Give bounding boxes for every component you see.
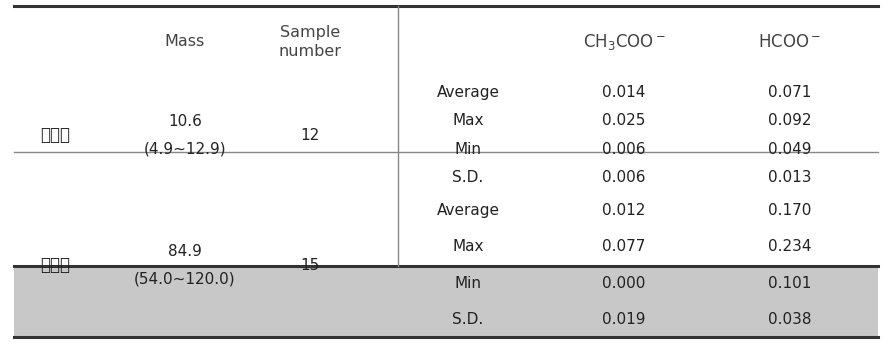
Text: Min: Min (455, 142, 482, 157)
Text: (4.9~12.9): (4.9~12.9) (144, 141, 227, 157)
Text: 저농도: 저농도 (40, 126, 70, 144)
Text: 0.092: 0.092 (768, 113, 812, 128)
Text: $\mathrm{HCOO^-}$: $\mathrm{HCOO^-}$ (758, 33, 822, 51)
Text: S.D.: S.D. (452, 170, 483, 185)
Text: 0.101: 0.101 (768, 276, 812, 291)
Text: 0.234: 0.234 (768, 239, 812, 254)
Text: (54.0~120.0): (54.0~120.0) (134, 271, 235, 287)
Text: 15: 15 (301, 258, 319, 272)
Text: 0.077: 0.077 (602, 239, 646, 254)
Text: Min: Min (455, 276, 482, 291)
Text: 고농도: 고농도 (40, 256, 70, 274)
Text: 0.049: 0.049 (768, 142, 812, 157)
Text: 0.170: 0.170 (768, 203, 812, 218)
Text: 84.9: 84.9 (168, 244, 202, 258)
Text: Average: Average (436, 85, 500, 100)
Text: 0.038: 0.038 (768, 312, 812, 327)
Text: 0.071: 0.071 (768, 85, 812, 100)
Text: Max: Max (452, 113, 483, 128)
Text: 0.019: 0.019 (602, 312, 646, 327)
Text: 0.006: 0.006 (602, 142, 646, 157)
Text: 10.6: 10.6 (168, 114, 202, 129)
Text: Average: Average (436, 203, 500, 218)
Text: Mass: Mass (165, 34, 205, 50)
Text: Sample
number: Sample number (278, 25, 342, 60)
Text: 0.014: 0.014 (602, 85, 646, 100)
Bar (14, 266, 878, 338)
Text: 0.012: 0.012 (602, 203, 646, 218)
Text: 0.000: 0.000 (602, 276, 646, 291)
Text: 0.025: 0.025 (602, 113, 646, 128)
Text: 0.006: 0.006 (602, 170, 646, 185)
Text: S.D.: S.D. (452, 312, 483, 327)
Text: $\mathrm{CH_3COO^-}$: $\mathrm{CH_3COO^-}$ (582, 32, 665, 52)
Text: 12: 12 (301, 128, 319, 142)
Text: 0.013: 0.013 (768, 170, 812, 185)
Text: Max: Max (452, 239, 483, 254)
